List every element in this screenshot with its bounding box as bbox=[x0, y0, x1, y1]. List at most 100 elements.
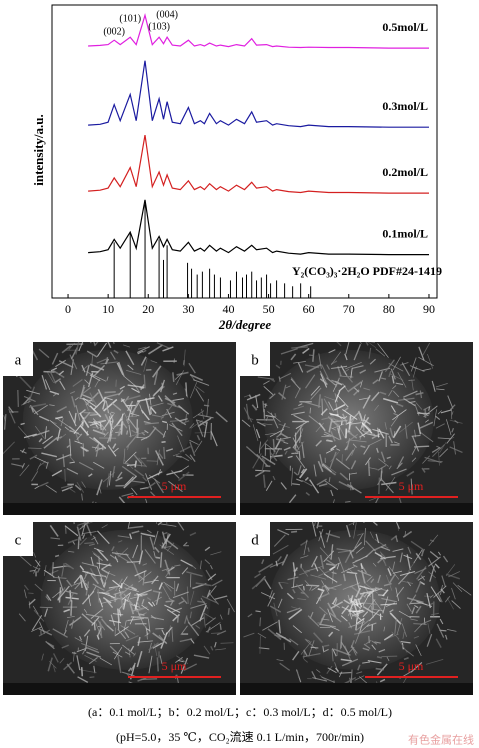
sem-fiber bbox=[330, 351, 341, 366]
sem-fiber bbox=[169, 600, 174, 606]
sem-fiber bbox=[126, 430, 129, 435]
sem-fiber bbox=[388, 573, 396, 584]
sem-fiber bbox=[125, 350, 135, 366]
sem-fiber bbox=[345, 501, 351, 503]
panel-label-box bbox=[240, 522, 270, 556]
sem-fiber bbox=[154, 546, 160, 553]
sem-fiber bbox=[388, 435, 393, 444]
sem-fiber bbox=[101, 598, 118, 604]
sem-fiber bbox=[203, 421, 208, 438]
sem-fiber bbox=[372, 611, 384, 618]
sem-fiber bbox=[104, 396, 113, 401]
sem-fiber bbox=[62, 454, 65, 467]
sem-fiber bbox=[128, 648, 131, 658]
sem-fiber bbox=[328, 418, 333, 433]
sem-fiber bbox=[71, 395, 76, 408]
sem-fiber bbox=[49, 404, 55, 406]
sem-fiber bbox=[363, 387, 371, 391]
sem-fiber bbox=[210, 430, 218, 447]
sem-fiber bbox=[130, 665, 135, 671]
sem-fiber bbox=[396, 618, 403, 635]
sem-fiber bbox=[329, 566, 336, 571]
x-tick-label: 30 bbox=[182, 302, 194, 316]
sem-fiber bbox=[360, 445, 366, 449]
sem-fiber bbox=[419, 431, 434, 443]
sem-fiber bbox=[406, 470, 415, 477]
sem-fiber bbox=[364, 323, 368, 334]
sem-fiber bbox=[180, 625, 188, 636]
sem-fiber bbox=[175, 455, 182, 458]
sem-fiber bbox=[317, 394, 322, 408]
sem-fiber bbox=[154, 450, 164, 466]
sem-fiber bbox=[112, 465, 116, 478]
sem-fiber bbox=[368, 347, 372, 359]
sem-fiber bbox=[360, 563, 363, 570]
sem-fiber bbox=[226, 598, 235, 613]
sem-fiber bbox=[58, 360, 74, 369]
sem-fiber bbox=[82, 397, 91, 408]
sem-fiber bbox=[105, 599, 114, 608]
sem-fiber bbox=[171, 627, 174, 642]
sem-fiber bbox=[381, 597, 398, 603]
sem-fiber bbox=[82, 386, 92, 395]
sem-fiber bbox=[380, 555, 396, 560]
sem-fiber bbox=[164, 397, 176, 404]
xrd-line bbox=[88, 13, 429, 49]
sem-fiber bbox=[23, 395, 36, 403]
sem-fiber bbox=[80, 393, 92, 400]
sem-fiber bbox=[322, 462, 337, 474]
sem-fiber bbox=[159, 655, 163, 664]
sem-fiber bbox=[340, 658, 352, 662]
sem-fiber bbox=[102, 471, 115, 483]
sem-fiber bbox=[93, 553, 103, 561]
sem-fiber bbox=[99, 573, 108, 579]
sem-fiber bbox=[330, 626, 340, 631]
sem-fiber bbox=[385, 476, 396, 491]
sem-fiber bbox=[184, 388, 189, 398]
sem-fiber bbox=[134, 593, 148, 596]
sem-fiber bbox=[125, 635, 139, 642]
sem-fiber bbox=[451, 600, 461, 609]
sem-fiber bbox=[101, 563, 111, 570]
sem-fiber bbox=[326, 665, 333, 675]
sem-fiber bbox=[390, 405, 396, 413]
sem-fiber bbox=[170, 470, 180, 479]
sem-fiber bbox=[157, 395, 163, 402]
sem-fiber bbox=[206, 589, 211, 597]
sem-fiber bbox=[44, 608, 49, 617]
sem-fiber bbox=[114, 552, 129, 563]
sem-fiber bbox=[111, 546, 115, 552]
sem-fiber bbox=[317, 460, 324, 473]
sem-fiber bbox=[153, 530, 159, 545]
sem-fiber bbox=[94, 419, 106, 423]
sem-fiber bbox=[118, 318, 122, 335]
sem-fiber bbox=[155, 556, 161, 559]
sem-fiber bbox=[263, 380, 270, 385]
sem-fiber bbox=[83, 608, 88, 613]
sem-fiber bbox=[349, 598, 356, 612]
sem-fiber bbox=[411, 379, 414, 391]
sem-fiber bbox=[439, 442, 447, 454]
sem-fiber bbox=[320, 408, 328, 416]
sem-fiber bbox=[125, 451, 137, 463]
sem-fiber bbox=[193, 654, 210, 659]
sem-fiber bbox=[123, 475, 138, 489]
sem-fiber bbox=[385, 574, 393, 591]
sem-fiber bbox=[425, 419, 429, 423]
sem-fiber bbox=[301, 479, 313, 487]
sem-fiber bbox=[367, 342, 377, 349]
sem-fiber bbox=[431, 447, 441, 454]
sem-fiber bbox=[267, 592, 275, 607]
sem-fiber bbox=[312, 349, 315, 362]
sem-fiber bbox=[81, 590, 95, 605]
sem-fiber bbox=[435, 382, 448, 388]
sem-fiber bbox=[420, 575, 426, 581]
sem-fiber bbox=[335, 403, 339, 417]
sem-fiber bbox=[8, 406, 14, 414]
sem-fiber bbox=[375, 518, 390, 519]
sem-fiber bbox=[246, 393, 261, 401]
sem-fiber bbox=[322, 645, 324, 652]
sem-fiber bbox=[76, 482, 85, 493]
sem-fiber bbox=[255, 395, 259, 409]
